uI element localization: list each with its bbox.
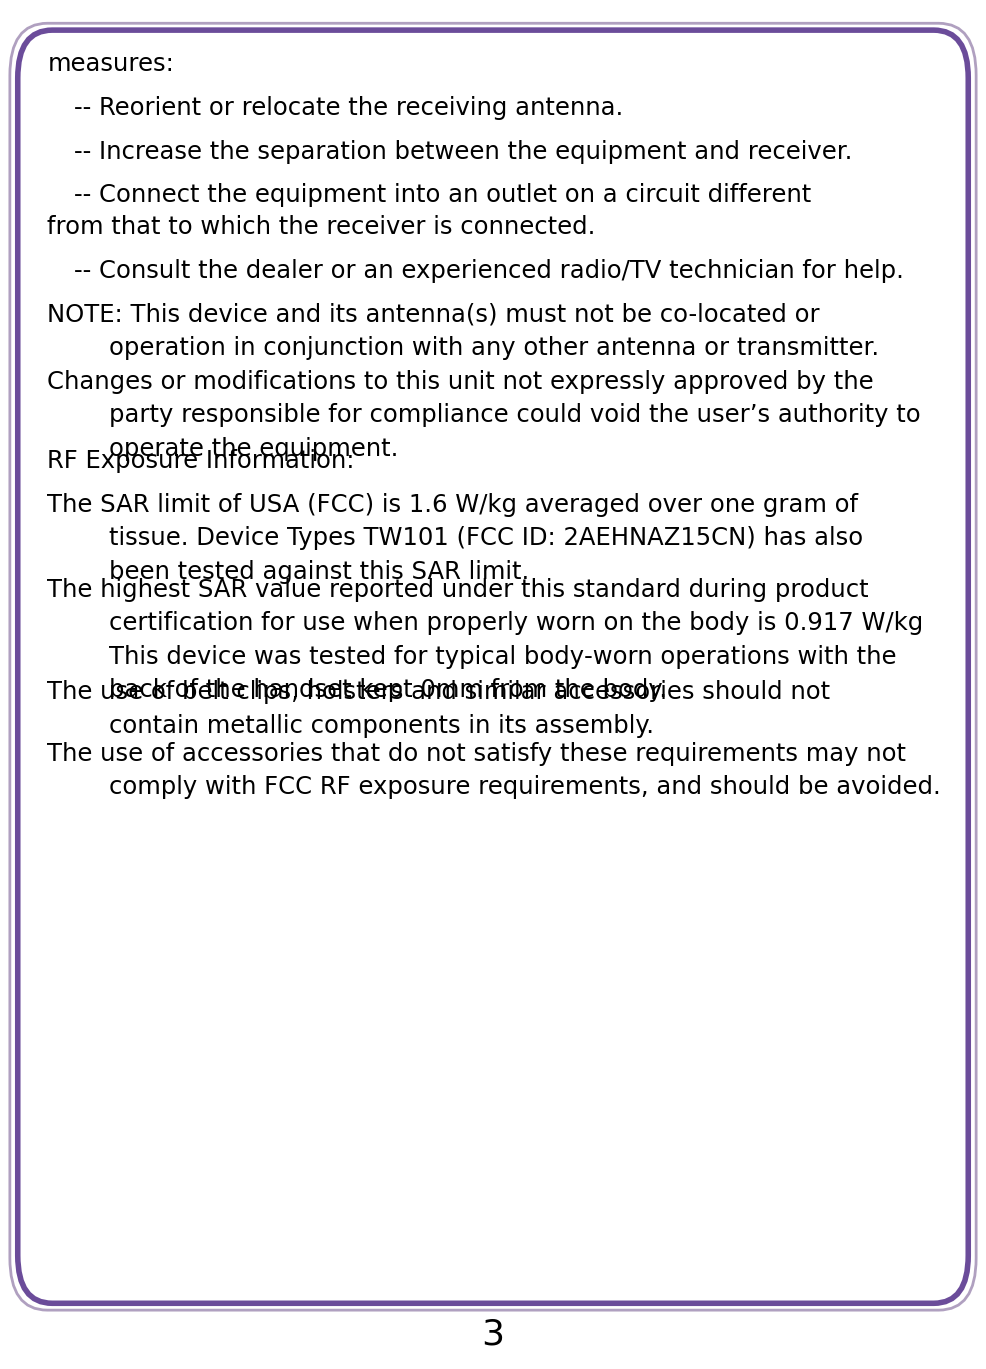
Text: -- Connect the equipment into an outlet on a circuit different: -- Connect the equipment into an outlet … — [74, 183, 811, 208]
FancyBboxPatch shape — [18, 30, 968, 1303]
Text: from that to which the receiver is connected.: from that to which the receiver is conne… — [47, 215, 596, 240]
Text: NOTE: This device and its antenna(s) must not be co-located or
        operation: NOTE: This device and its antenna(s) mus… — [47, 303, 880, 360]
Text: -- Reorient or relocate the receiving antenna.: -- Reorient or relocate the receiving an… — [74, 96, 623, 120]
Text: -- Consult the dealer or an experienced radio/TV technician for help.: -- Consult the dealer or an experienced … — [74, 259, 904, 283]
Text: Changes or modifications to this unit not expressly approved by the
        part: Changes or modifications to this unit no… — [47, 370, 921, 460]
Text: 3: 3 — [481, 1318, 505, 1351]
Text: measures:: measures: — [47, 52, 175, 77]
Text: The highest SAR value reported under this standard during product
        certif: The highest SAR value reported under thi… — [47, 578, 924, 702]
Text: -- Increase the separation between the equipment and receiver.: -- Increase the separation between the e… — [74, 140, 852, 164]
Text: The SAR limit of USA (FCC) is 1.6 W/kg averaged over one gram of
        tissue.: The SAR limit of USA (FCC) is 1.6 W/kg a… — [47, 493, 864, 583]
Text: The use of belt clips, holsters and similar accessories should not
        conta: The use of belt clips, holsters and simi… — [47, 680, 830, 738]
Text: RF Exposure Information:: RF Exposure Information: — [47, 449, 355, 474]
Text: The use of accessories that do not satisfy these requirements may not
        co: The use of accessories that do not satis… — [47, 742, 941, 799]
